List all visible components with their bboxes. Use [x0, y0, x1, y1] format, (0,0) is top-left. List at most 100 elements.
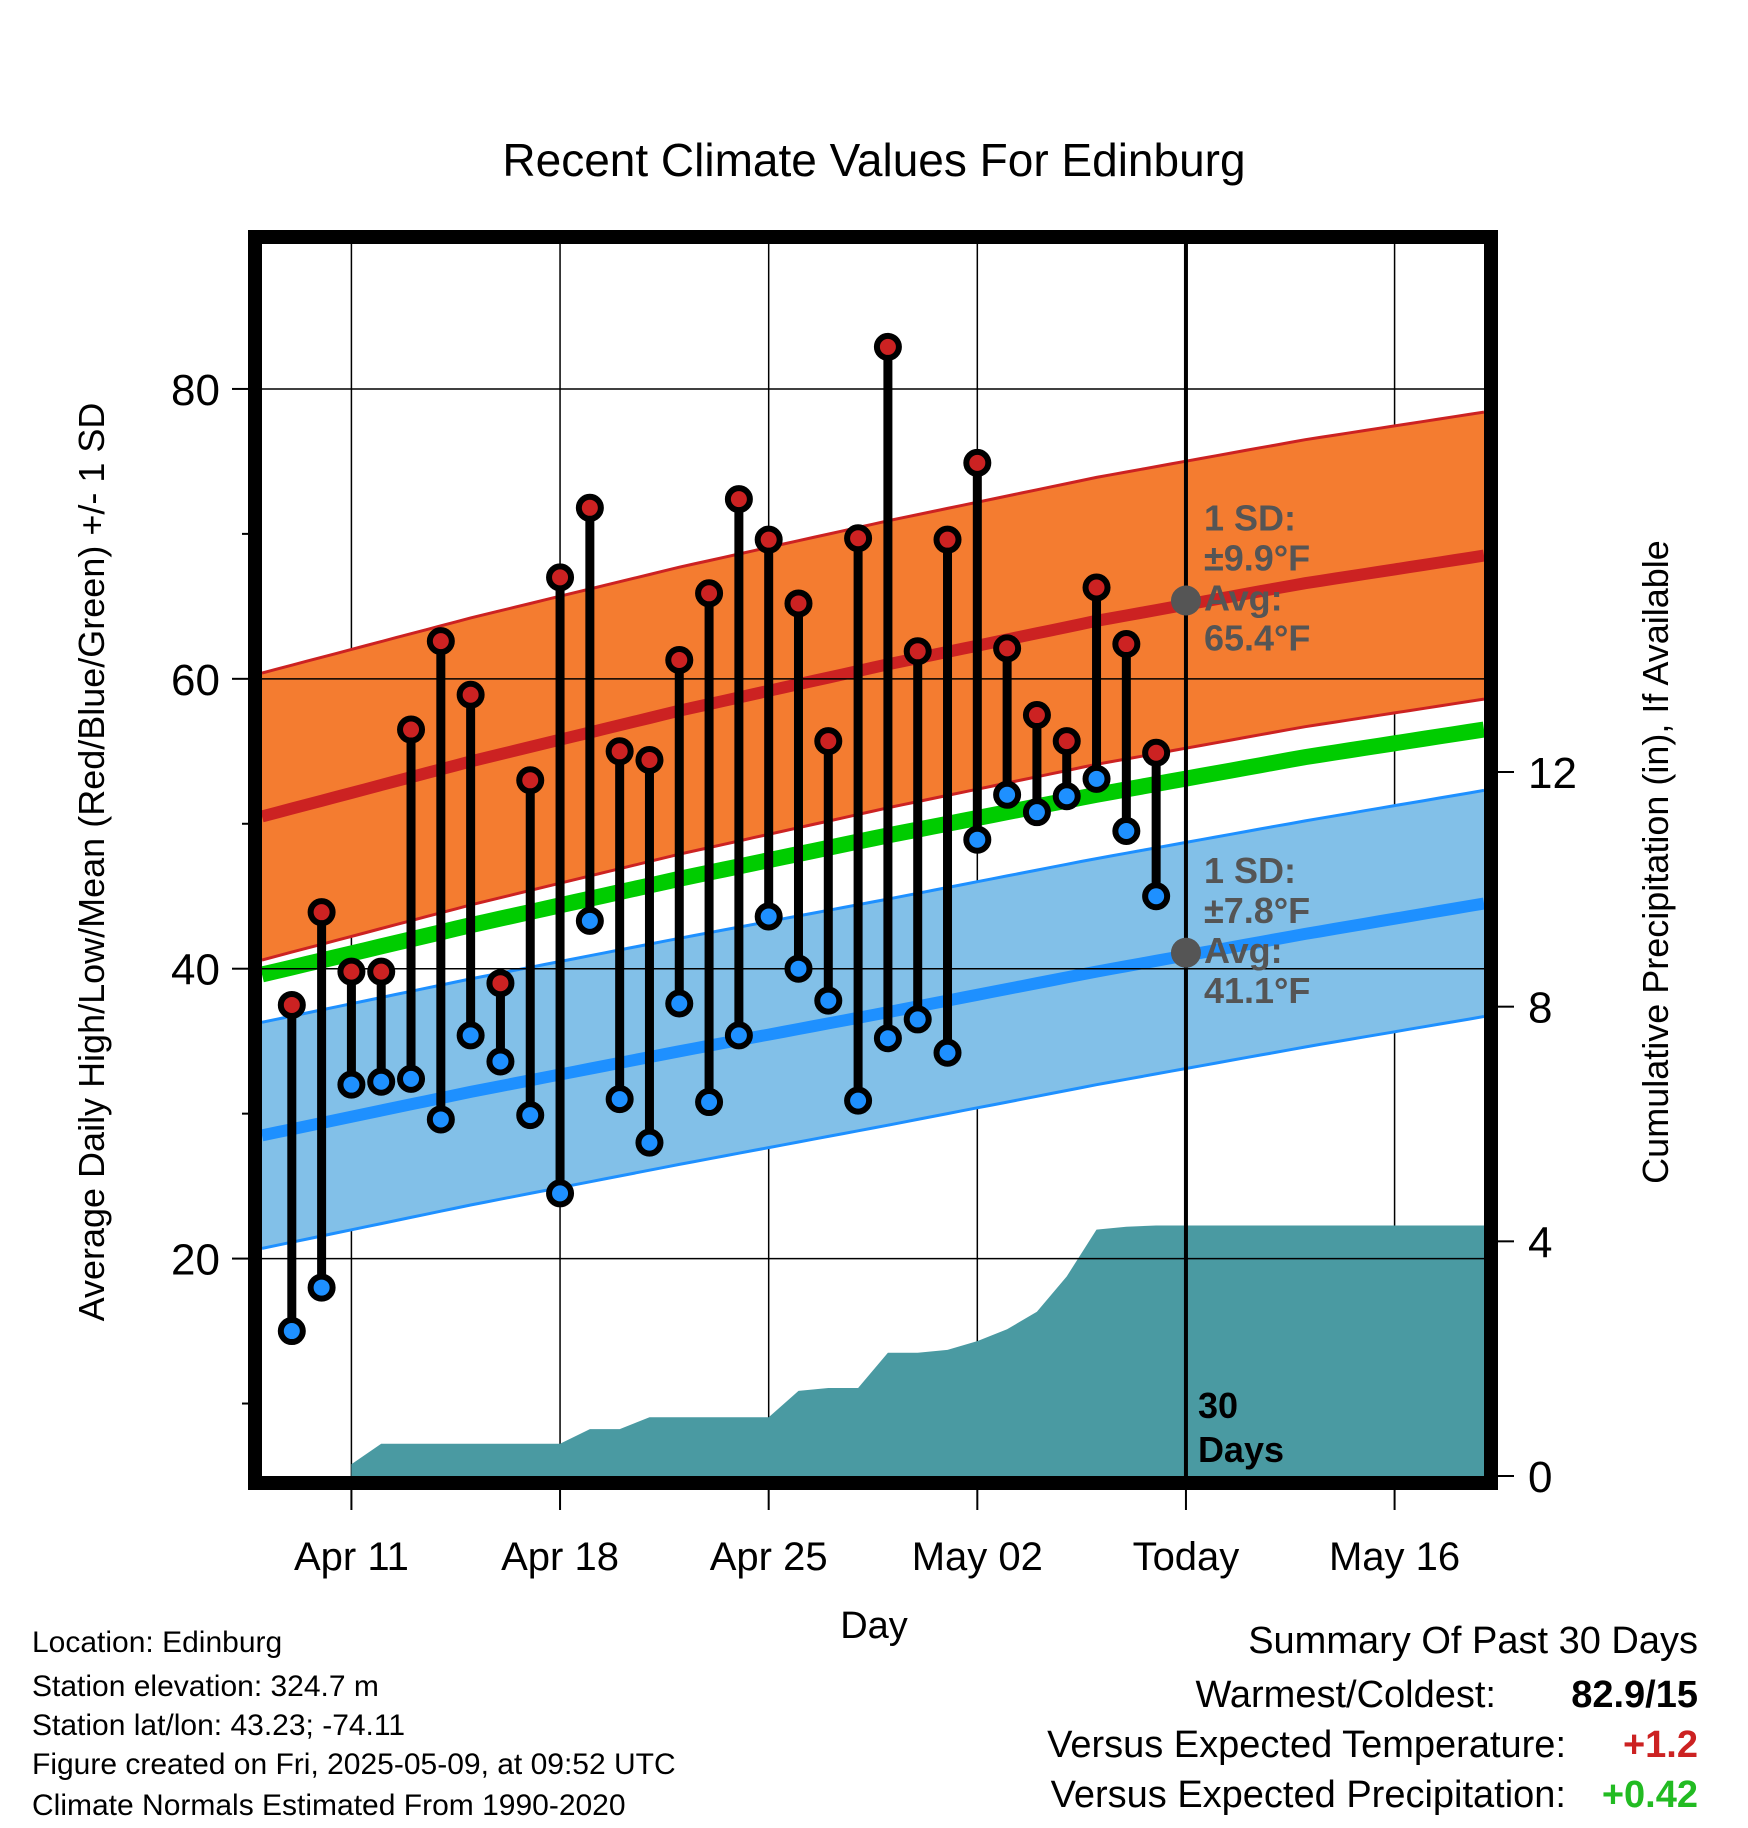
high-normal-avg-marker	[1170, 585, 1201, 616]
x-tick-label: May 16	[1329, 1535, 1460, 1579]
low-normal-avg-marker	[1170, 937, 1201, 968]
x-axis-label: Day	[840, 1605, 908, 1647]
y-tick-label: 40	[171, 946, 220, 995]
high-point	[486, 969, 515, 998]
low-point	[1142, 882, 1171, 911]
low-normal-text: 1 SD:	[1204, 850, 1296, 891]
low-point	[516, 1101, 545, 1130]
low-point	[426, 1105, 455, 1134]
high-point	[397, 715, 426, 744]
low-point	[1082, 764, 1111, 793]
high-normal-text: Avg:	[1204, 578, 1283, 619]
low-point	[277, 1317, 306, 1346]
high-normal-text: 1 SD:	[1204, 498, 1296, 539]
high-point	[873, 332, 902, 361]
y-tick-label: 60	[171, 656, 220, 705]
right-axis: 0 4 8 12	[1498, 749, 1577, 1502]
window-label: 30	[1198, 1385, 1238, 1426]
high-point	[456, 680, 485, 709]
location-text: Location: Edinburg	[32, 1626, 283, 1659]
high-point	[635, 745, 664, 774]
low-point	[456, 1021, 485, 1050]
low-point	[367, 1067, 396, 1096]
high-point	[665, 645, 694, 674]
high-point	[546, 563, 575, 592]
low-point	[933, 1038, 962, 1067]
y2-axis-label: Cumulative Precipitation (in), If Availa…	[1635, 540, 1676, 1184]
high-point	[903, 637, 932, 666]
high-point	[575, 493, 604, 522]
high-point	[993, 634, 1022, 663]
window-label: Days	[1198, 1429, 1284, 1470]
low-point	[307, 1273, 336, 1302]
temp-anomaly-label: Versus Expected Temperature:	[1047, 1724, 1566, 1766]
high-sd-lower-line	[262, 697, 1484, 962]
high-point	[307, 898, 336, 927]
high-point	[814, 727, 843, 756]
low-point	[873, 1024, 902, 1053]
low-point	[754, 902, 783, 931]
high-point	[844, 524, 873, 553]
low-normal-line	[262, 897, 1484, 1142]
high-point	[516, 766, 545, 795]
precipitation-area	[351, 1225, 1484, 1476]
high-point	[754, 525, 783, 554]
low-point	[605, 1085, 634, 1114]
temp-anomaly-value: +1.2	[1622, 1724, 1698, 1766]
low-point	[903, 1005, 932, 1034]
y-tick-label: 20	[171, 1236, 220, 1285]
low-point	[397, 1064, 426, 1093]
low-point	[635, 1128, 664, 1157]
low-point	[546, 1179, 575, 1208]
y-tick-label: 80	[171, 366, 220, 415]
low-point	[665, 989, 694, 1018]
low-point	[963, 825, 992, 854]
elevation-text: Station elevation: 324.7 m	[32, 1670, 379, 1703]
high-point	[277, 990, 306, 1019]
x-tick-label: Today	[1133, 1535, 1240, 1579]
y2-tick-label: 12	[1528, 749, 1577, 798]
chart-title: Recent Climate Values For Edinburg	[502, 134, 1245, 186]
precip-anomaly-value: +0.42	[1601, 1774, 1698, 1816]
high-point	[337, 957, 366, 986]
mean-normal-line	[262, 721, 1484, 983]
high-point	[426, 627, 455, 656]
warmest-coldest-value: 82.9/15	[1571, 1674, 1698, 1716]
low-point	[695, 1088, 724, 1117]
high-normal-text: 65.4°F	[1204, 618, 1310, 659]
low-point	[844, 1086, 873, 1115]
high-point	[784, 589, 813, 618]
precip-anomaly-label: Versus Expected Precipitation:	[1050, 1774, 1566, 1816]
high-point	[367, 957, 396, 986]
high-point	[1142, 738, 1171, 767]
low-point	[337, 1070, 366, 1099]
bottom-axis: Apr 11 Apr 18 Apr 25 May 02 Today May 16	[294, 1490, 1460, 1579]
y2-tick-label: 4	[1528, 1218, 1552, 1267]
latlon-text: Station lat/lon: 43.23; -74.11	[32, 1709, 406, 1742]
plot-area	[262, 410, 1484, 1476]
low-normal-text: Avg:	[1204, 930, 1283, 971]
low-point	[993, 780, 1022, 809]
x-tick-label: Apr 18	[501, 1535, 619, 1579]
high-point	[963, 448, 992, 477]
high-sd-band	[262, 412, 1484, 961]
left-axis: 20 40 60 80	[171, 366, 248, 1405]
high-point	[605, 737, 634, 766]
low-normal-text: ±7.8°F	[1204, 890, 1310, 931]
high-sd-upper-line	[262, 410, 1484, 675]
high-point	[1112, 630, 1141, 659]
y-axis-label: Average Daily High/Low/Mean (Red/Blue/Gr…	[71, 403, 112, 1322]
high-normal-text: ±9.9°F	[1204, 538, 1310, 579]
high-point	[1052, 727, 1081, 756]
daily-points	[277, 332, 1171, 1346]
x-tick-label: Apr 11	[294, 1535, 409, 1579]
low-point	[1052, 782, 1081, 811]
low-point	[814, 986, 843, 1015]
high-point	[1082, 573, 1111, 602]
summary-title: Summary Of Past 30 Days	[1248, 1620, 1698, 1662]
x-tick-label: Apr 25	[710, 1535, 828, 1579]
low-point	[486, 1047, 515, 1076]
low-sd-lower-line	[262, 1015, 1484, 1250]
